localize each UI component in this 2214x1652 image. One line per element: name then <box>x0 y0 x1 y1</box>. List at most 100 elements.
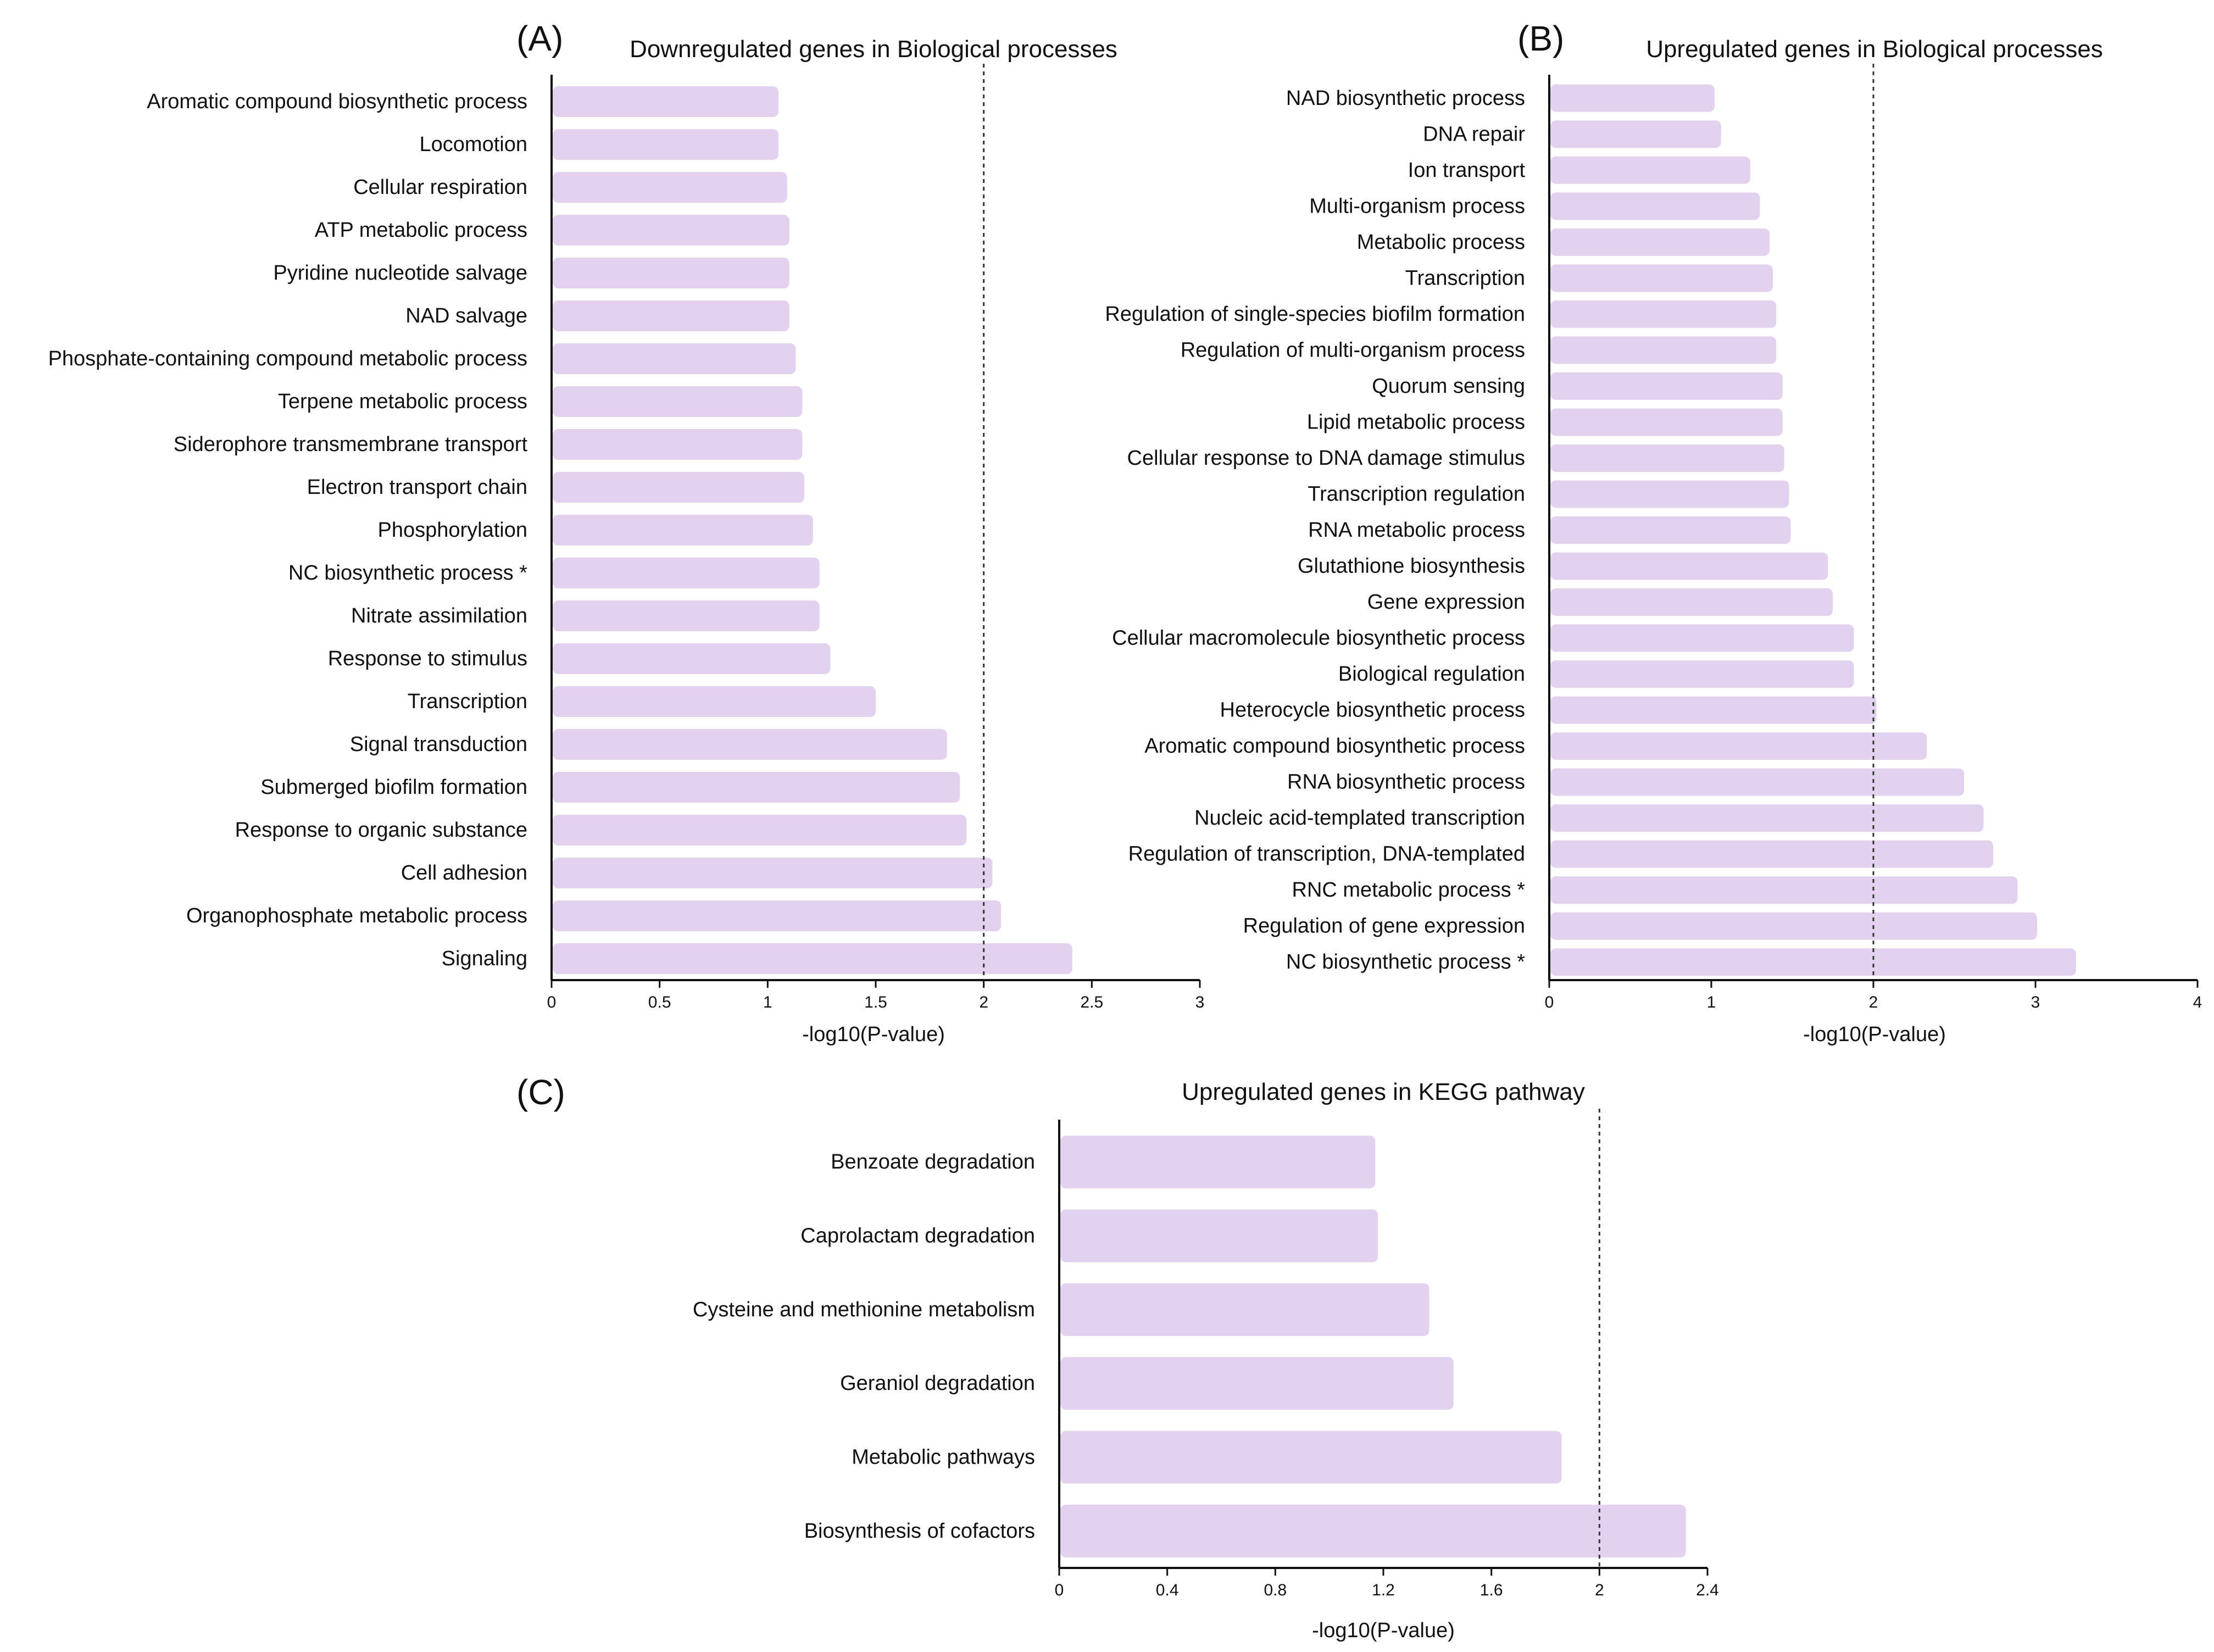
panel-a-category-label: Signaling <box>442 947 527 970</box>
panel-b-bar <box>1550 516 1791 544</box>
panel-a-category-label: Organophosphate metabolic process <box>186 904 527 927</box>
panel-b-category-label: Heterocycle biosynthetic process <box>1220 699 1525 722</box>
panel-b-title: Upregulated genes in Biological processe… <box>1646 36 2103 63</box>
panel-a-bar <box>553 643 831 674</box>
panel-a-bar <box>553 429 803 460</box>
panel-a-bar <box>553 729 947 760</box>
panel-c-bar <box>1060 1209 1378 1262</box>
panel-a-category-label: Response to organic substance <box>235 819 527 842</box>
panel-b-bar <box>1550 696 1877 724</box>
panel-b-bar <box>1550 588 1833 616</box>
panel-b-bar <box>1550 444 1784 472</box>
panel-c-bar <box>1060 1283 1429 1336</box>
panel-b-category-label: Metabolic process <box>1357 231 1525 254</box>
panel-a-bar <box>553 515 813 546</box>
panel-a-bar <box>553 600 820 631</box>
panel-c-x-tick-label: 0.8 <box>1264 1581 1287 1599</box>
panel-a-bar <box>553 686 876 717</box>
panel-a-bar <box>553 386 803 417</box>
panel-a-category-label: Electron transport chain <box>307 476 527 499</box>
panel-a-category-label: ATP metabolic process <box>315 219 527 242</box>
panel-a-letter: (A) <box>516 19 563 58</box>
panel-c-bar <box>1060 1136 1376 1189</box>
panel-a-category-label: Submerged biofilm formation <box>260 776 527 799</box>
panel-c-upregulated-kegg: (C) Upregulated genes in KEGG pathway -l… <box>516 1072 1719 1642</box>
panel-c-category-label: Metabolic pathways <box>852 1446 1035 1469</box>
panel-b-category-label: Multi-organism process <box>1309 194 1525 218</box>
panel-b-bar <box>1550 624 1854 652</box>
panel-b-bar <box>1550 408 1783 436</box>
panel-a-x-tick-label: 3 <box>1195 993 1205 1011</box>
panel-b-upregulated-bp: (B) Upregulated genes in Biological proc… <box>1105 19 2202 1046</box>
panel-c-x-tick-label: 0.4 <box>1156 1581 1179 1599</box>
panel-b-bar <box>1550 876 2018 904</box>
panel-a-bar <box>553 129 778 160</box>
panel-c-x-tick-label: 2 <box>1595 1581 1604 1599</box>
panel-a-category-label: Nitrate assimilation <box>351 604 527 627</box>
panel-a-bar <box>553 258 789 288</box>
panel-c-category-label: Benzoate degradation <box>831 1150 1035 1173</box>
panel-c-x-tick-label: 1.6 <box>1480 1581 1503 1599</box>
panel-a-category-label: Transcription <box>408 690 527 713</box>
panel-a-title: Downregulated genes in Biological proces… <box>630 36 1117 63</box>
panel-c-x-tick-label: 1.2 <box>1372 1581 1395 1599</box>
panel-b-category-label: Lipid metabolic process <box>1307 410 1525 433</box>
panel-c-bar <box>1060 1504 1686 1558</box>
panel-a-category-label: Phosphorylation <box>377 519 527 542</box>
panel-c-category-label: Caprolactam degradation <box>800 1225 1035 1248</box>
panel-b-bar <box>1550 480 1789 508</box>
panel-a-x-tick-label: 2.5 <box>1080 993 1103 1011</box>
panel-b-category-label: NAD biosynthetic process <box>1286 87 1525 110</box>
panel-b-x-tick-label: 0 <box>1545 993 1554 1011</box>
panel-a-bar <box>553 86 778 117</box>
panel-a-category-label: Siderophore transmembrane transport <box>174 433 528 456</box>
panel-c-x-tick-label: 2.4 <box>1696 1581 1719 1599</box>
panel-c-category-label: Biosynthesis of cofactors <box>804 1520 1035 1543</box>
panel-a-category-label: NAD salvage <box>405 304 527 327</box>
panel-b-x-tick-label: 2 <box>1869 993 1878 1011</box>
panel-a-bar <box>553 343 796 374</box>
panel-a-bar <box>553 900 1002 931</box>
panel-a-bar <box>553 858 993 888</box>
panel-b-category-label: Regulation of gene expression <box>1243 915 1525 938</box>
panel-a-category-label: NC biosynthetic process * <box>288 561 527 585</box>
panel-b-category-label: Regulation of single-species biofilm for… <box>1105 303 1525 326</box>
panel-b-bar <box>1550 804 1984 832</box>
panel-b-bar <box>1550 840 1994 868</box>
panel-b-category-label: Transcription regulation <box>1308 482 1525 505</box>
panel-a-x-tick-label: 2 <box>979 993 988 1011</box>
panel-b-bar <box>1550 372 1783 400</box>
panel-a-x-axis-label: -log10(P-value) <box>802 1023 945 1046</box>
panel-b-bar <box>1550 336 1776 364</box>
panel-b-category-label: Cellular macromolecule biosynthetic proc… <box>1112 627 1525 650</box>
panel-b-bar <box>1550 192 1760 220</box>
panel-c-category-label: Cysteine and methionine metabolism <box>693 1298 1035 1321</box>
panel-c-bar <box>1060 1357 1454 1410</box>
panel-a-downregulated-bp: (A) Downregulated genes in Biological pr… <box>48 19 1205 1046</box>
panel-a-category-label: Phosphate-containing compound metabolic … <box>48 347 527 370</box>
panel-b-category-label: Aromatic compound biosynthetic process <box>1144 735 1525 758</box>
panel-a-bar <box>553 172 787 203</box>
panel-b-bar <box>1550 552 1828 580</box>
panel-b-category-label: Regulation of multi-organism process <box>1181 338 1525 361</box>
panel-b-category-label: Glutathione biosynthesis <box>1298 555 1525 578</box>
panel-b-bar <box>1550 264 1773 292</box>
panel-b-category-label: Cellular response to DNA damage stimulus <box>1127 447 1525 470</box>
panel-a-bar <box>553 215 789 246</box>
panel-a-bar <box>553 301 789 331</box>
panel-a-x-tick-label: 0 <box>547 993 557 1011</box>
panel-a-bar <box>553 472 805 503</box>
panel-b-category-label: Biological regulation <box>1338 663 1525 686</box>
panel-c-category-label: Geraniol degradation <box>840 1372 1035 1395</box>
panel-b-category-label: Ion transport <box>1408 159 1526 182</box>
panel-a-category-label: Signal transduction <box>350 733 527 756</box>
panel-b-bar <box>1550 156 1750 184</box>
panel-b-category-label: Gene expression <box>1367 591 1525 614</box>
panel-b-bar <box>1550 120 1721 148</box>
panel-a-x-tick-label: 1 <box>763 993 772 1011</box>
panel-a-category-label: Cellular respiration <box>353 176 527 199</box>
panel-b-x-axis-label: -log10(P-value) <box>1803 1023 1946 1046</box>
panel-a-category-label: Terpene metabolic process <box>278 390 527 413</box>
panel-b-category-label: Quorum sensing <box>1372 375 1525 398</box>
